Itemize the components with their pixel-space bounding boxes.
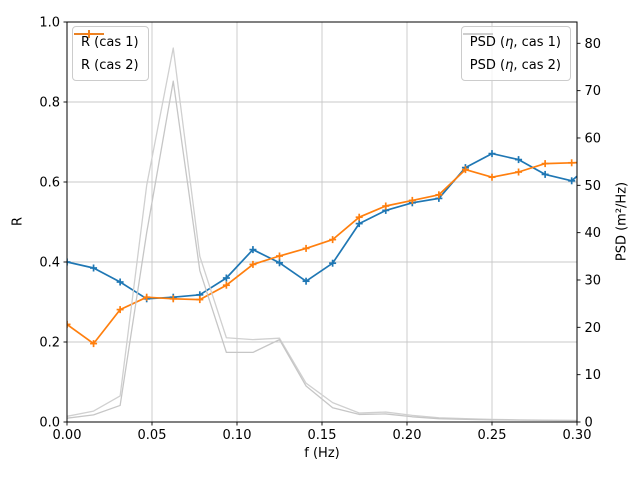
legend-entry-r-cas2: R (cas 2) [74, 30, 139, 75]
tick-label: 0.25 [478, 428, 507, 443]
tick-label: 40 [585, 226, 602, 241]
tick-label: 30 [585, 273, 602, 288]
y-axis-label-right: PSD (m²/Hz) [614, 181, 630, 262]
tick-label: 1.0 [39, 16, 60, 31]
legend-entry-psd-cas1: PSD (η, cas 1) [462, 32, 561, 52]
tick-label: 0.10 [223, 428, 252, 443]
tick-label: 60 [585, 131, 602, 146]
tick-label: 0.15 [308, 428, 337, 443]
series-r-cas-1- [67, 150, 577, 303]
tick-label: 0.20 [393, 428, 422, 443]
line-plus-marker-icon [74, 30, 104, 38]
tick-label: 70 [585, 84, 602, 99]
tick-label: 0.30 [563, 428, 592, 443]
tick-label: 0.0 [39, 416, 60, 431]
grid [67, 22, 577, 422]
series-psd-cas-2- [67, 80, 577, 422]
tick-label: 10 [585, 368, 602, 383]
legend-psd-series: PSD (η, cas 1) PSD (η, cas 2) [460, 26, 571, 81]
series-line [67, 80, 577, 422]
tick-label: 80 [585, 37, 602, 52]
tick-label: 0.6 [39, 176, 60, 191]
legend-r-series: R (cas 1) R (cas 2) [72, 26, 149, 81]
tick-label: 20 [585, 321, 602, 336]
legend-label: R (cas 1) [81, 34, 139, 50]
tick-label: 0.8 [39, 96, 60, 111]
tick-label: 0.4 [39, 256, 60, 271]
legend-label: PSD (η, cas 1) [469, 34, 561, 50]
legend-label: R (cas 2) [81, 57, 139, 73]
ticks: 0.00 0.05 0.10 0.15 0.20 0.25 0.30 0.0 0.2 0.4 0.6… [39, 16, 601, 444]
tick-label: 50 [585, 179, 602, 194]
tick-label: 0.2 [39, 336, 60, 351]
y-axis-label-left: R [10, 216, 26, 227]
series-r-cas-2- [67, 159, 577, 348]
legend-entry-psd-cas2: PSD (η, cas 2) [462, 33, 561, 75]
line-sample-icon [462, 33, 493, 35]
x-axis-label: f (Hz) [304, 446, 340, 461]
tick-label: 0 [585, 416, 593, 431]
tick-label: 0.05 [138, 428, 167, 443]
legend-label: PSD (η, cas 2) [469, 57, 561, 73]
series-layer [67, 47, 577, 422]
tick-label: 0.00 [53, 428, 82, 443]
